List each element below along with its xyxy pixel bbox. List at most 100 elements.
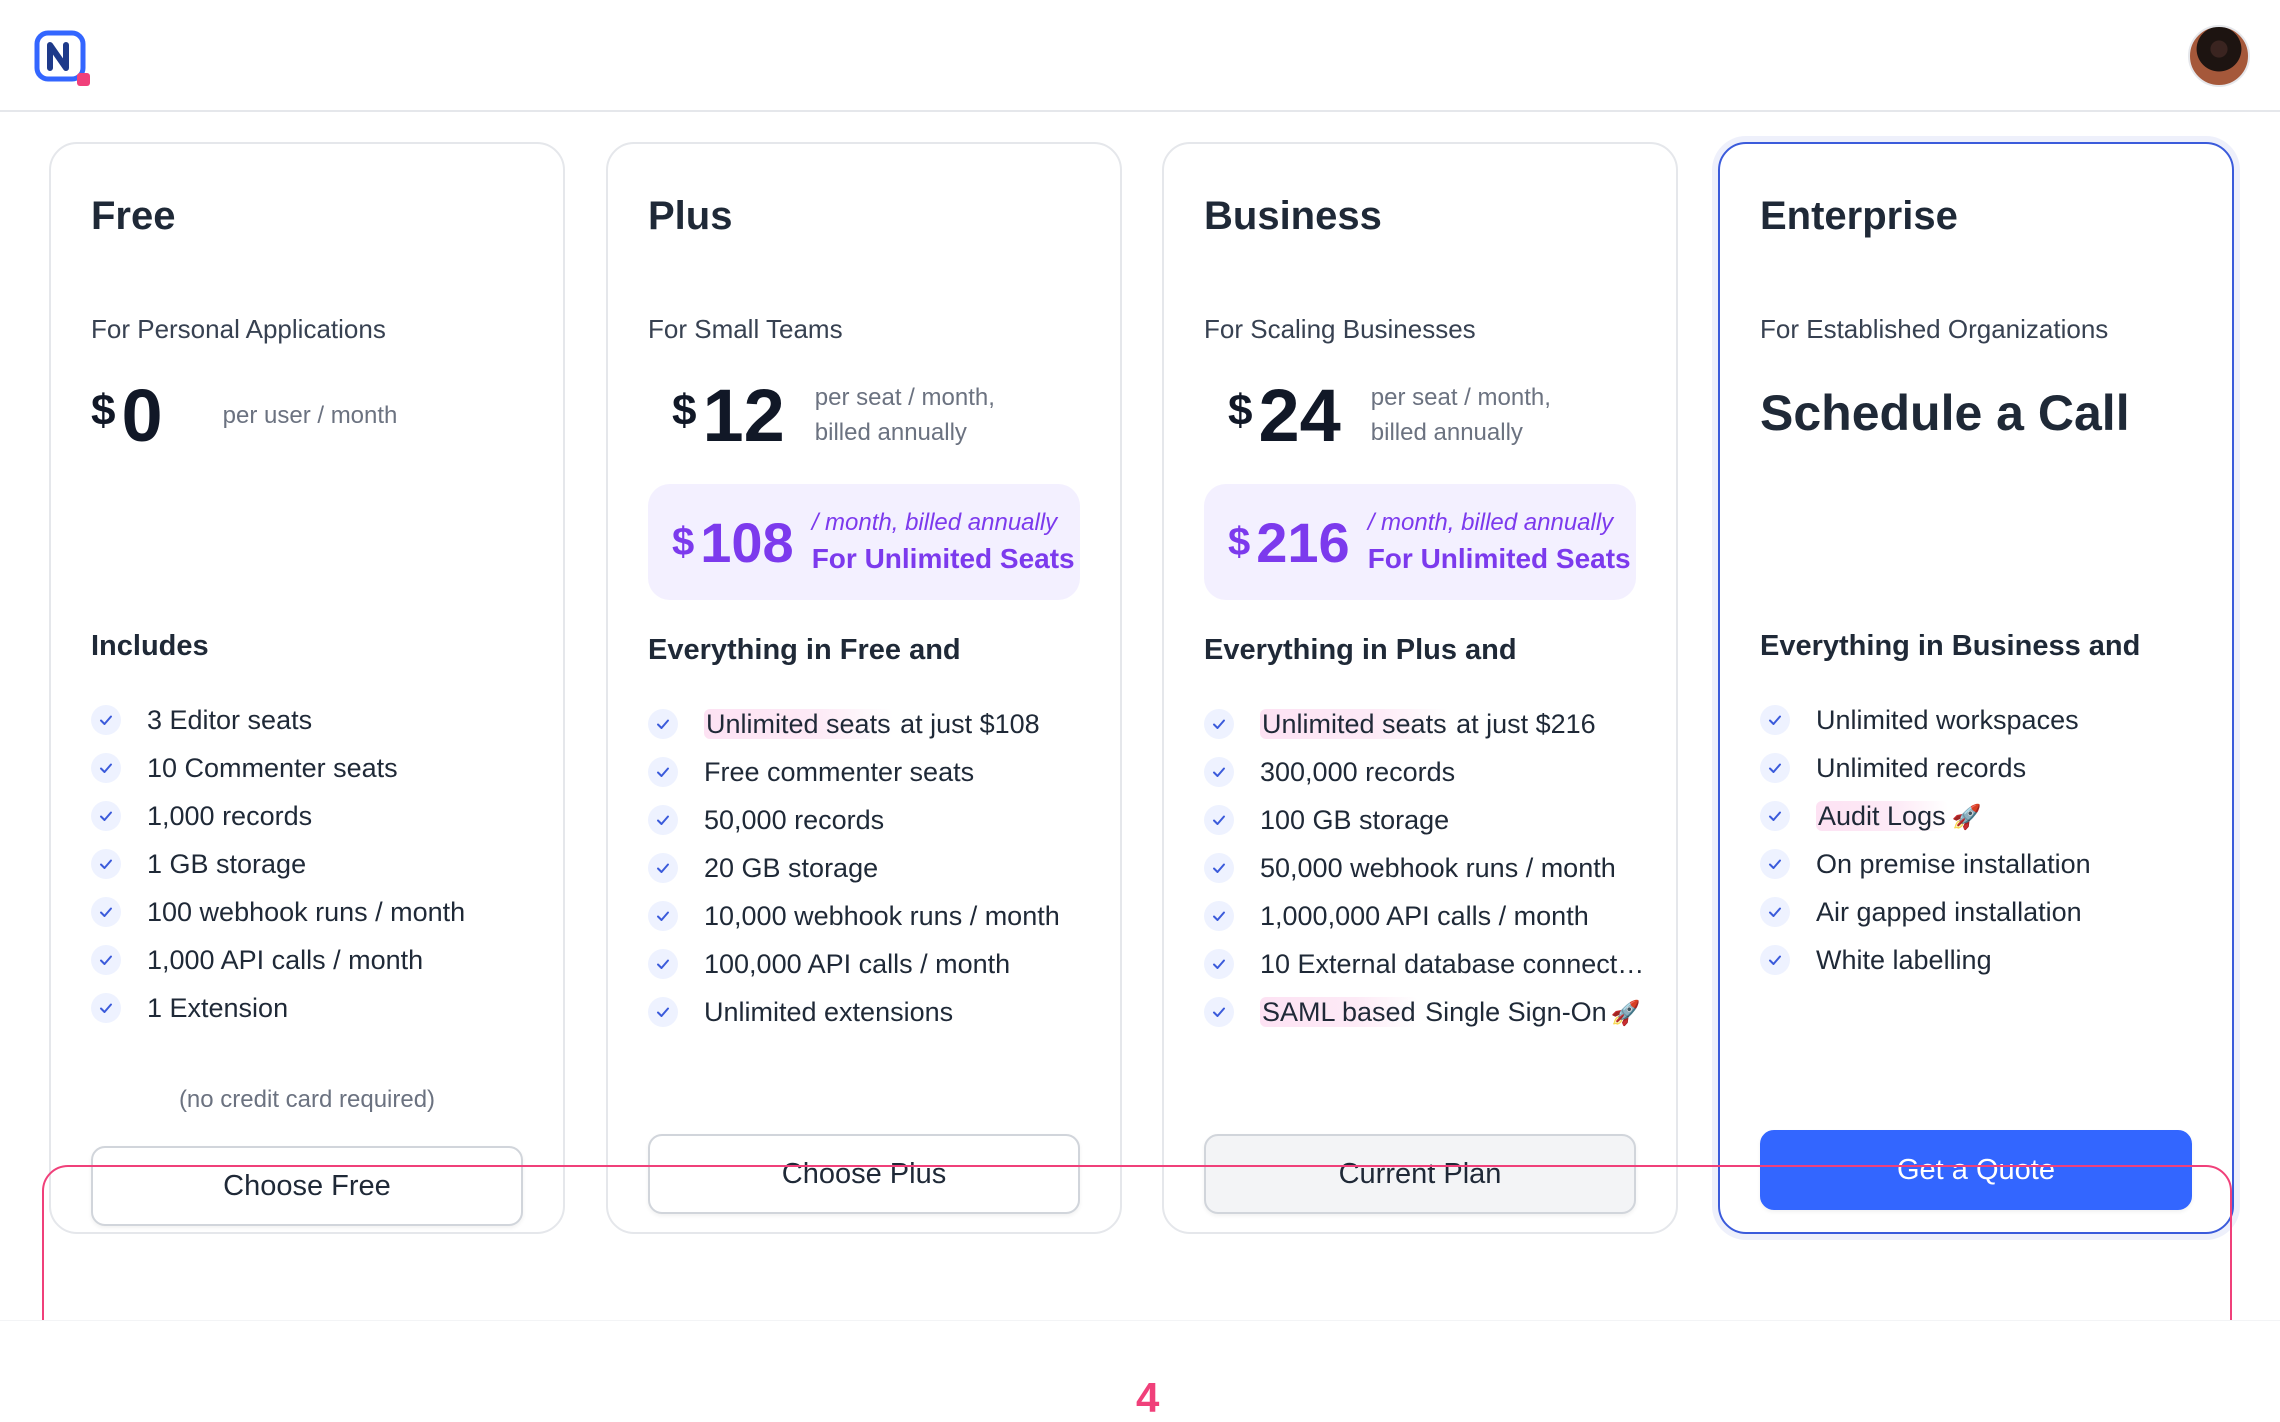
check-icon	[91, 897, 121, 927]
list-item: 1,000 records	[91, 792, 465, 840]
check-icon	[91, 993, 121, 1023]
list-item: Unlimited workspaces	[1760, 696, 2091, 744]
list-item: 100 GB storage	[1204, 796, 1644, 844]
check-icon	[648, 757, 678, 787]
unlimited-currency: $	[672, 519, 695, 564]
price-currency: $	[1228, 386, 1253, 435]
price-amount: 12	[702, 374, 785, 457]
includes-title: Everything in Plus and	[1204, 634, 1517, 666]
list-item: Air gapped installation	[1760, 888, 2091, 936]
check-icon	[91, 801, 121, 831]
plan-subtitle: For Small Teams	[648, 314, 843, 344]
list-item: 10,000 webhook runs / month	[648, 892, 1060, 940]
list-item: 100 webhook runs / month	[91, 888, 465, 936]
list-item: 10 External database connect…	[1204, 940, 1644, 988]
list-item: Unlimited extensions	[648, 988, 1060, 1036]
check-icon	[91, 753, 121, 783]
plan-name: Plus	[648, 194, 733, 238]
price-note: per user / month	[222, 401, 398, 429]
list-item: 1 Extension	[91, 984, 465, 1032]
feature-list: Unlimited workspaces Unlimited records A…	[1760, 696, 2091, 984]
rocket-icon: 🚀	[1951, 803, 1982, 831]
check-icon	[648, 709, 678, 739]
check-icon	[1760, 705, 1790, 735]
includes-title: Everything in Free and	[648, 634, 961, 666]
unlimited-seats-box: $ 216 / month, billed annually For Unlim…	[1204, 484, 1636, 600]
price-row: $ 12 per seat / month, billed annually	[672, 376, 1035, 456]
list-item: On premise installation	[1760, 840, 2091, 888]
check-icon	[91, 849, 121, 879]
check-icon	[1204, 805, 1234, 835]
user-avatar[interactable]	[2188, 25, 2250, 87]
top-bar	[0, 0, 2280, 112]
feature-list: 3 Editor seats 10 Commenter seats 1,000 …	[91, 696, 465, 1032]
current-plan-button[interactable]: Current Plan	[1204, 1134, 1636, 1214]
list-item: 10 Commenter seats	[91, 744, 465, 792]
price-row: $ 0 per user / month	[91, 376, 397, 456]
unlimited-note: / month, billed annually	[811, 509, 1058, 536]
check-icon	[648, 805, 678, 835]
page-bottom-edge	[0, 1320, 2280, 1374]
list-item: 1 GB storage	[91, 840, 465, 888]
price-note: per seat / month, billed annually	[814, 384, 995, 446]
check-icon	[648, 949, 678, 979]
list-item: SAML based Single Sign-On 🚀	[1204, 988, 1644, 1036]
check-icon	[1204, 949, 1234, 979]
plan-name: Enterprise	[1760, 194, 1958, 238]
no-credit-card-note: (no credit card required)	[178, 1086, 436, 1113]
rocket-icon: 🚀	[1610, 999, 1641, 1027]
feature-list: Unlimited seats at just $108 Free commen…	[648, 700, 1060, 1036]
unlimited-label: For Unlimited Seats	[1367, 543, 1631, 574]
list-item: 300,000 records	[1204, 748, 1644, 796]
get-a-quote-button[interactable]: Get a Quote	[1760, 1130, 2192, 1210]
list-item: 100,000 API calls / month	[648, 940, 1060, 988]
check-icon	[1204, 901, 1234, 931]
annotation-number: 4	[1136, 1374, 1160, 1421]
choose-plus-button[interactable]: Choose Plus	[648, 1134, 1080, 1214]
list-item: 1,000 API calls / month	[91, 936, 465, 984]
plan-subtitle: For Scaling Businesses	[1204, 314, 1476, 344]
list-item: Audit Logs 🚀	[1760, 792, 2091, 840]
includes-title: Everything in Business and	[1760, 630, 2141, 662]
check-icon	[1204, 853, 1234, 883]
unlimited-label: For Unlimited Seats	[811, 543, 1075, 574]
plan-card-business: Business For Scaling Businesses $ 24 per…	[1162, 142, 1678, 1234]
pricing-page: Free For Personal Applications $ 0 per u…	[0, 112, 2280, 1421]
includes-title: Includes	[91, 630, 209, 662]
price-amount: 0	[121, 374, 163, 457]
plan-card-free: Free For Personal Applications $ 0 per u…	[49, 142, 565, 1234]
list-item: Unlimited seats at just $216	[1204, 700, 1644, 748]
check-icon	[1204, 757, 1234, 787]
choose-free-button[interactable]: Choose Free	[91, 1146, 523, 1226]
check-icon	[91, 945, 121, 975]
unlimited-seats-box: $ 108 / month, billed annually For Unlim…	[648, 484, 1080, 600]
list-item: 50,000 records	[648, 796, 1060, 844]
price-row: $ 24 per seat / month, billed annually	[1228, 376, 1591, 456]
check-icon	[1760, 849, 1790, 879]
nocodb-logo-icon[interactable]	[34, 30, 92, 88]
plan-card-enterprise: Enterprise For Established Organizations…	[1718, 142, 2234, 1234]
check-icon	[1760, 753, 1790, 783]
list-item: Free commenter seats	[648, 748, 1060, 796]
feature-list: Unlimited seats at just $216 300,000 rec…	[1204, 700, 1644, 1036]
check-icon	[648, 997, 678, 1027]
unlimited-price: 108	[700, 510, 794, 574]
list-item: Unlimited seats at just $108	[648, 700, 1060, 748]
list-item: White labelling	[1760, 936, 2091, 984]
price-currency: $	[91, 386, 116, 435]
list-item: 20 GB storage	[648, 844, 1060, 892]
list-item: 50,000 webhook runs / month	[1204, 844, 1644, 892]
price-currency: $	[672, 386, 697, 435]
check-icon	[648, 853, 678, 883]
check-icon	[1760, 801, 1790, 831]
check-icon	[1760, 897, 1790, 927]
plan-name: Business	[1204, 194, 1382, 238]
plan-card-plus: Plus For Small Teams $ 12 per seat / mon…	[606, 142, 1122, 1234]
check-icon	[648, 901, 678, 931]
check-icon	[91, 705, 121, 735]
check-icon	[1204, 997, 1234, 1027]
check-icon	[1204, 709, 1234, 739]
unlimited-currency: $	[1228, 519, 1251, 564]
plan-subtitle: For Established Organizations	[1760, 314, 2109, 344]
schedule-call-title: Schedule a Call	[1760, 385, 2130, 441]
